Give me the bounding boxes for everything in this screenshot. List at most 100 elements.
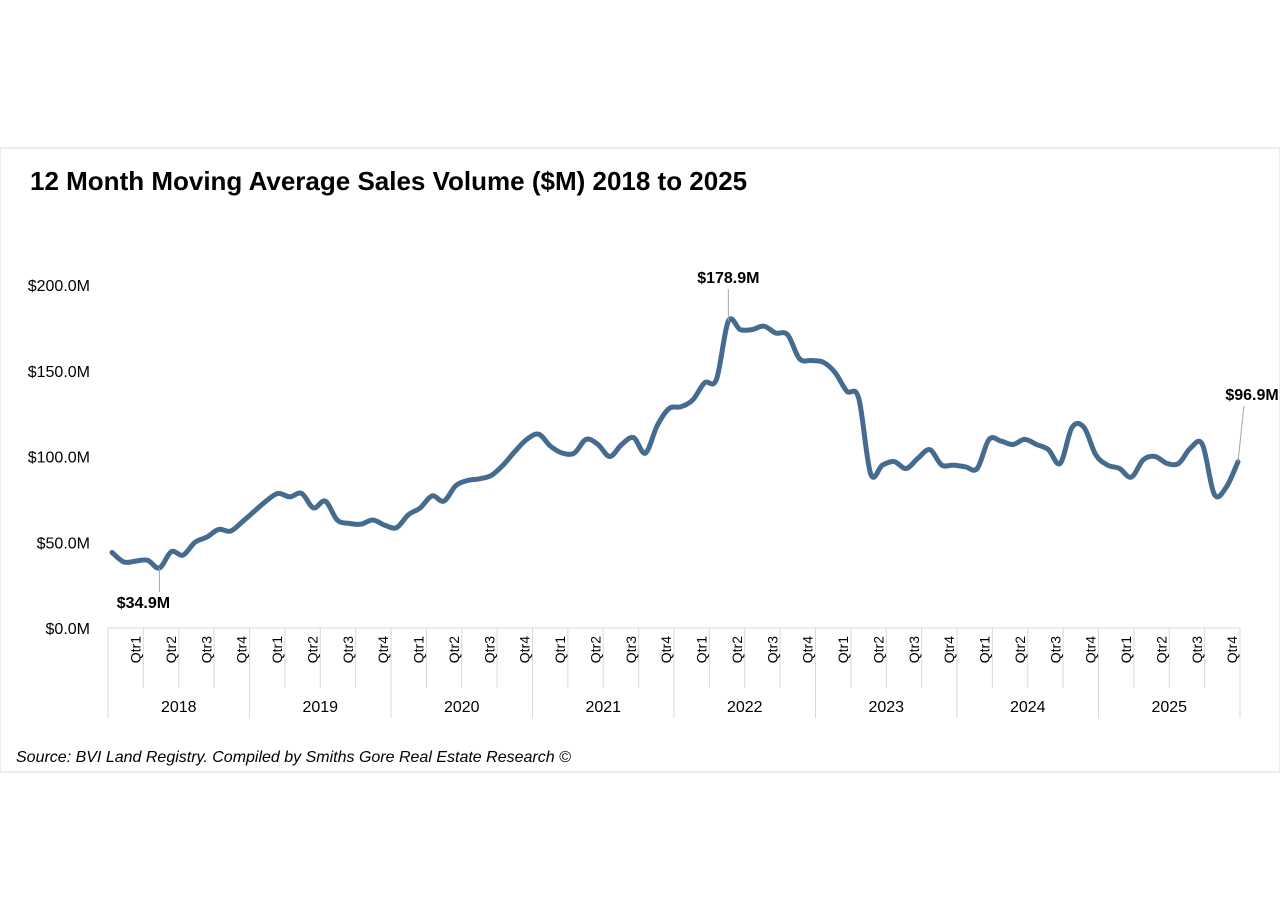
data-point — [134, 559, 138, 563]
data-point — [1058, 461, 1062, 465]
year-label: 2021 — [585, 699, 621, 716]
data-point — [999, 439, 1003, 443]
data-point — [489, 473, 493, 477]
data-point — [1177, 461, 1181, 465]
data-point — [667, 406, 671, 410]
quarter-tick-label: Qtr1 — [269, 636, 285, 663]
data-point — [406, 513, 410, 517]
year-label: 2022 — [727, 699, 763, 716]
quarter-tick-label: Qtr3 — [764, 636, 780, 663]
data-point — [691, 398, 695, 402]
data-point — [525, 437, 529, 441]
data-point — [418, 506, 422, 510]
data-point — [584, 437, 588, 441]
data-point — [738, 328, 742, 332]
data-point — [869, 472, 873, 476]
data-point — [797, 357, 801, 361]
quarter-tick-label: Qtr4 — [375, 636, 391, 663]
year-label: 2024 — [1010, 699, 1046, 716]
quarter-tick-label: Qtr3 — [1047, 636, 1063, 663]
data-point — [477, 477, 481, 481]
y-tick-label: $0.0M — [46, 621, 90, 638]
data-point — [774, 331, 778, 335]
data-point — [323, 499, 327, 503]
quarter-tick-label: Qtr4 — [658, 636, 674, 663]
data-point — [762, 324, 766, 328]
quarter-tick-label: Qtr2 — [870, 636, 886, 663]
data-point — [122, 560, 126, 564]
data-point — [359, 522, 363, 526]
data-point — [549, 444, 553, 448]
data-point — [786, 333, 790, 337]
data-point — [987, 437, 991, 441]
data-point — [205, 535, 209, 539]
data-point — [643, 451, 647, 455]
data-point — [1023, 437, 1027, 441]
data-point — [311, 506, 315, 510]
data-point — [1224, 485, 1228, 489]
data-point — [1106, 463, 1110, 467]
data-point — [750, 328, 754, 332]
year-label: 2019 — [302, 699, 338, 716]
y-tick-label: $150.0M — [28, 364, 90, 381]
quarter-tick-label: Qtr1 — [835, 636, 851, 663]
quarter-tick-label: Qtr3 — [481, 636, 497, 663]
data-point — [904, 467, 908, 471]
data-point — [572, 451, 576, 455]
quarter-tick-label: Qtr2 — [1153, 636, 1169, 663]
data-point — [1035, 442, 1039, 446]
data-point — [371, 518, 375, 522]
data-label: $178.9M — [697, 270, 759, 287]
data-point — [1082, 425, 1086, 429]
data-point — [1189, 446, 1193, 450]
data-point — [1129, 475, 1133, 479]
data-point — [335, 518, 339, 522]
quarter-tick-label: Qtr3 — [906, 636, 922, 663]
data-point — [1212, 492, 1216, 496]
data-point — [880, 463, 884, 467]
y-tick-label: $100.0M — [28, 450, 90, 467]
data-point — [845, 389, 849, 393]
data-point — [1046, 448, 1050, 452]
data-point — [833, 370, 837, 374]
data-point — [632, 436, 636, 440]
data-point — [264, 499, 268, 503]
quarter-tick-label: Qtr1 — [1118, 636, 1134, 663]
data-point — [347, 521, 351, 525]
year-label: 2023 — [868, 699, 904, 716]
data-point — [288, 495, 292, 499]
data-label: $96.9M — [1225, 387, 1278, 404]
y-tick-label: $50.0M — [37, 535, 90, 552]
annotation-layer: $34.9M $178.9M $96.9M — [117, 270, 1279, 612]
quarter-tick-label: Qtr4 — [517, 636, 533, 663]
data-point — [300, 491, 304, 495]
data-point — [394, 526, 398, 530]
data-point — [1141, 458, 1145, 462]
quarter-tick-label: Qtr2 — [304, 636, 320, 663]
series-layer — [109, 316, 1241, 571]
data-point — [928, 448, 932, 452]
y-tick-label: $200.0M — [28, 278, 90, 295]
data-point — [1094, 453, 1098, 457]
data-point — [963, 465, 967, 469]
data-point — [1011, 442, 1015, 446]
data-point — [252, 509, 256, 513]
quarter-tick-label: Qtr2 — [446, 636, 462, 663]
data-point — [1117, 467, 1121, 471]
data-point — [442, 499, 446, 503]
data-point — [276, 491, 280, 495]
data-point — [714, 377, 718, 381]
quarter-tick-label: Qtr4 — [941, 636, 957, 663]
data-point — [110, 551, 114, 555]
data-point — [608, 455, 612, 459]
quarter-tick-label: Qtr3 — [198, 636, 214, 663]
data-point — [975, 467, 979, 471]
data-point — [466, 479, 470, 483]
year-label: 2025 — [1151, 699, 1187, 716]
data-point — [1165, 461, 1169, 465]
data-point — [181, 553, 185, 557]
quarter-tick-label: Qtr1 — [552, 636, 568, 663]
quarter-tick-label: Qtr1 — [977, 636, 993, 663]
data-point — [501, 463, 505, 467]
